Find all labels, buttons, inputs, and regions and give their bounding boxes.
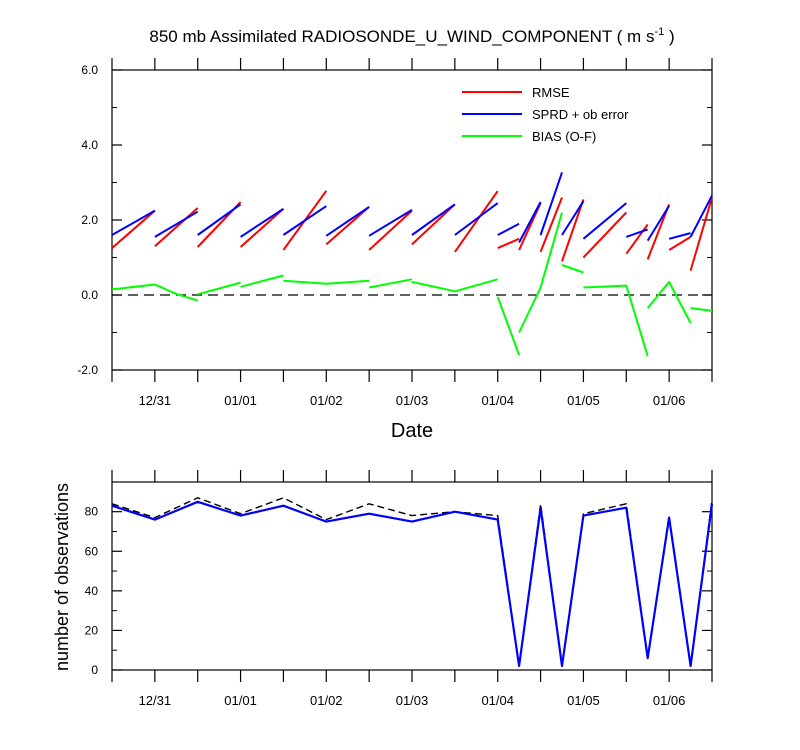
top-xtick-label: 01/06 — [653, 393, 686, 408]
series-assimilated-obs-line — [111, 500, 714, 668]
series-sprd-segment — [625, 228, 649, 238]
series-sprd-segment — [282, 205, 327, 236]
series-sprd-segment — [368, 209, 413, 237]
bottom-ytick-label: 0 — [91, 663, 98, 677]
series-sprd-segment — [689, 195, 713, 238]
bottom-plot: 80 60 40 20 0 12/31 01/01 01/02 01/03 01/04 01/05 0… — [85, 470, 714, 708]
series-bias-segment — [496, 296, 521, 356]
top-xtick-label: 01/02 — [310, 393, 343, 408]
series-rmse-segment — [497, 237, 520, 250]
legend-label-rmse: RMSE — [532, 85, 570, 100]
bottom-xtick-label: 12/31 — [139, 693, 172, 708]
series-bias-segment — [518, 212, 563, 333]
bottom-ytick-label: 80 — [85, 505, 99, 519]
top-xtick-label: 12/31 — [139, 393, 172, 408]
top-ytick-label: 6.0 — [81, 63, 98, 77]
series-bias-segment — [283, 279, 370, 285]
series-bias-segment — [197, 281, 241, 296]
series-bias-segment — [646, 280, 692, 324]
series-sprd-segment — [240, 207, 284, 238]
top-ytick-label: 2.0 — [81, 213, 98, 227]
bottom-ytick-label: 60 — [85, 544, 99, 558]
series-rmse-segment — [368, 209, 413, 251]
series-rmse-segment — [411, 203, 456, 246]
series-rmse-segment — [239, 208, 285, 248]
series-sprd-segment — [154, 210, 199, 238]
top-x-axis-title: Date — [391, 420, 433, 442]
bottom-xtick-label: 01/04 — [481, 693, 514, 708]
legend-label-sprd: SPRD + ob error — [532, 107, 629, 122]
series-sprd-segment — [197, 203, 242, 236]
bottom-ytick-label: 40 — [85, 584, 99, 598]
series-sprd-segment — [668, 232, 691, 240]
top-ytick-label: -2.0 — [77, 363, 98, 377]
bottom-frame — [111, 481, 713, 671]
series-bias-segment — [240, 274, 284, 288]
series-sprd-segment — [497, 222, 520, 236]
series-sprd-segment — [646, 205, 670, 242]
top-plot: 6.0 4.0 2.0 0.0 -2.0 12/31 01/01 01/02 01/03 01/0… — [77, 58, 713, 408]
series-rmse-segment — [111, 209, 156, 249]
series-possible-obs-line — [111, 497, 713, 667]
top-xtick-label: 01/03 — [396, 393, 429, 408]
legend-label-bias: BIAS (O-F) — [532, 129, 596, 144]
series-sprd-segment — [582, 202, 627, 240]
series-rmse-segment — [582, 211, 628, 259]
bottom-xtick-label: 01/06 — [653, 693, 686, 708]
series-rmse-segment — [561, 199, 585, 262]
top-xtick-label: 01/04 — [481, 393, 514, 408]
bottom-ytick-label: 20 — [85, 623, 99, 637]
bottom-xtick-label: 01/05 — [567, 693, 600, 708]
series-rmse-segment — [154, 207, 199, 248]
series-bias-segment — [583, 284, 649, 357]
bottom-xtick-label: 01/01 — [224, 693, 257, 708]
series-bias-segment — [368, 278, 413, 289]
series-sprd-segment — [539, 172, 563, 236]
series-rmse-segment — [689, 197, 713, 271]
bottom-y-axis-title: number of observations — [52, 483, 72, 671]
top-ytick-label: 0.0 — [81, 288, 98, 302]
top-ytick-label: 4.0 — [81, 138, 98, 152]
bottom-xtick-label: 01/03 — [396, 693, 429, 708]
series-rmse-segment — [668, 236, 692, 251]
series-sprd-segment — [411, 203, 456, 236]
chart-title: 850 mb Assimilated RADIOSONDE_U_WIND_COM… — [149, 26, 674, 46]
series-rmse-segment — [325, 206, 370, 246]
top-xtick-label: 01/01 — [224, 393, 257, 408]
series-rmse-segment — [518, 202, 542, 251]
series-sprd-segment — [518, 201, 542, 243]
series-rmse-segment — [454, 190, 499, 253]
series-sprd-segment — [561, 200, 585, 236]
top-xtick-label: 01/05 — [567, 393, 600, 408]
series-bias-segment — [690, 307, 713, 312]
series-sprd-segment — [325, 206, 370, 237]
bottom-xtick-label: 01/02 — [310, 693, 343, 708]
series-bias-segment — [561, 264, 584, 274]
series-sprd-segment — [454, 202, 499, 236]
series-sprd-segment — [111, 209, 156, 236]
series-bias-segment — [111, 283, 198, 302]
series-bias-segment — [411, 278, 498, 293]
series-rmse-segment — [625, 223, 649, 255]
series-rmse-segment — [539, 197, 563, 253]
